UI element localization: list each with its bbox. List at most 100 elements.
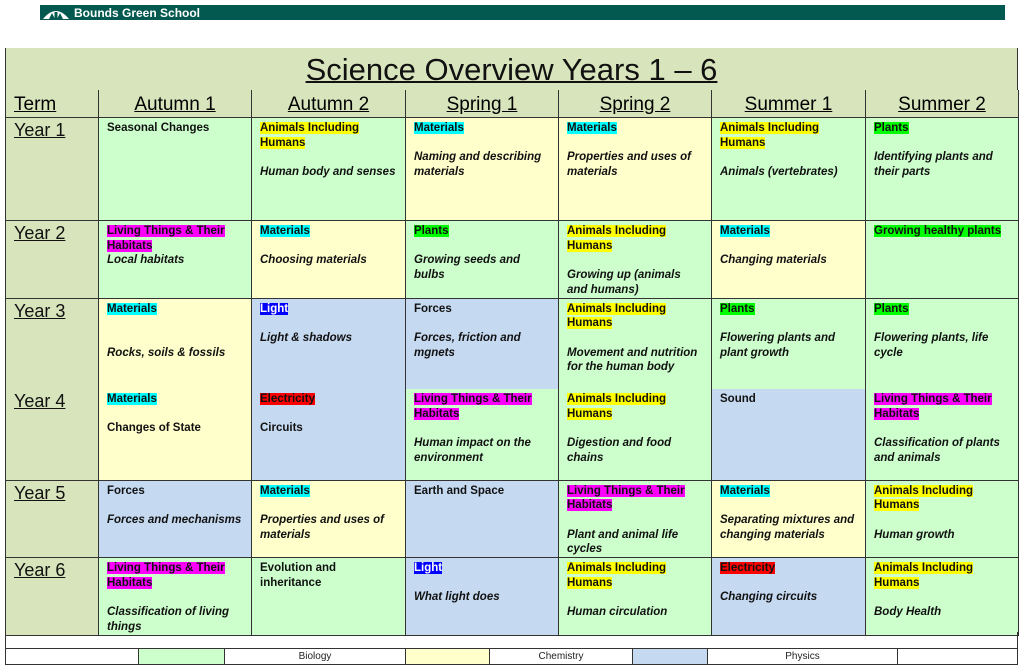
legend-swatch-chemistry [405,649,489,664]
topic-description: Properties and uses of materials [567,151,691,179]
term-cell: Year 3 [5,297,99,389]
page-title: Science Overview Years 1 – 6 [5,48,1018,90]
topic-cell: Forces Forces, friction and mgnets [405,297,559,389]
term-label: Year 2 [14,223,66,243]
topic-cell: Animals Including Humans Human circulatio… [558,557,712,636]
legend-empty [897,649,1018,664]
topic-description: Plant and animal life cycles [567,528,679,556]
topic-cell: Animals Including Humans Human body and s… [251,117,406,221]
topic-tag: Materials [260,484,310,497]
year-row: Year 2 Living Things & Their Habitats Loca… [5,220,1019,299]
term-label: Year 6 [14,560,66,580]
topic-description: Forces and mechanisms [107,513,242,526]
overview-grid: Term Autumn 1 Autumn 2 Spring 1 Spring 2 Summ… [5,90,1019,636]
topic-cell: Materials Separating mixtures and changin… [711,479,866,558]
topic-tag: Light [260,302,289,315]
topic-description: Flowering plants and plant growth [720,331,836,359]
column-header: Autumn 1 [98,90,252,118]
topic-cell: Living Things & Their Habitats Local habi… [98,220,252,299]
term-cell: Year 4 [5,389,99,481]
topic-cell: Materials Properties and uses of material… [251,479,406,558]
topic-description: Human body and senses [260,166,396,179]
topic-tag: Animals Including Humans [567,302,667,330]
topic-description: Changing circuits [720,591,818,604]
topic-cell: Materials Changing materials [711,220,866,299]
topic-cell: Electricity Changing circuits [711,557,866,636]
topic-description: Animals (vertebrates) [720,166,838,179]
column-header: Summer 1 [711,90,866,118]
column-header: Autumn 2 [251,90,406,118]
topic-tag: Animals Including Humans [260,122,360,149]
topic-title: Earth and Space [414,484,505,497]
topic-description: Human growth [874,528,955,541]
term-cell: Year 1 [5,117,99,221]
topic-cell: Materials Choosing materials [251,220,406,299]
topic-cell: Living Things & Their Habitats Human impa… [405,389,559,481]
topic-tag: Plants [874,122,909,134]
topic-tag: Plants [414,225,449,237]
year-row: Year 6 Living Things & Their Habitats Clas… [5,557,1019,636]
school-logo-icon [43,10,69,19]
topic-cell: Animals Including Humans Human growth [865,479,1019,558]
column-header: Spring 1 [405,90,559,118]
topic-cell: Evolution and inheritance [251,557,406,636]
topic-description: Properties and uses of materials [260,513,384,541]
year-row: Year 1 Seasonal Changes Animals Including … [5,117,1019,221]
topic-description: Identifying plants and their parts [874,151,993,179]
topic-description: Growing up (animals and humans) [567,269,681,296]
topic-tag: Living Things & Their Habitats [874,393,992,420]
topic-tag: Materials [720,225,770,237]
topic-cell: Living Things & Their Habitats Plant and … [558,479,712,558]
topic-tag: Materials [107,393,157,405]
topic-cell: Materials Properties and uses of material… [558,117,712,221]
term-label: Year 1 [14,120,66,140]
topic-tag: Electricity [260,393,315,405]
topic-tag: Animals Including Humans [567,562,667,589]
topic-cell: Animals Including Humans Digestion and fo… [558,389,712,481]
term-cell: Year 5 [5,479,99,558]
topic-title: Sound [720,393,756,405]
legend-swatch-physics [632,649,707,664]
topic-tag: Growing healthy plants [874,225,1002,237]
topic-description: Flowering plants, life cycle [874,331,989,359]
topic-description: Changing materials [720,254,827,267]
topic-description: Growing seeds and bulbs [414,254,521,282]
term-label: Year 5 [14,482,66,503]
topic-title: Evolution and inheritance [260,562,337,589]
term-label: Year 3 [14,300,66,321]
legend-label-chemistry: Chemistry [489,649,632,664]
topic-cell: Electricity Circuits [251,389,406,481]
topic-cell: Plants Identifying plants and their parts [865,117,1019,221]
topic-tag: Materials [567,122,617,134]
topic-tag: Materials [720,484,770,497]
science-overview-table: Science Overview Years 1 – 6 Term Autumn … [5,48,1019,636]
topic-cell: Earth and Space [405,479,559,558]
topic-description: Changes of State [107,422,201,435]
topic-tag: Animals Including Humans [720,122,820,149]
topic-tag: Materials [107,302,157,315]
column-header: Spring 2 [558,90,712,118]
legend-swatch-biology [138,649,224,664]
legend-empty [5,649,138,664]
topic-description: Classification of plants and animals [874,437,1000,464]
topic-description: Naming and describing materials [414,151,542,179]
topic-cell: Growing healthy plants [865,220,1019,299]
topic-tag: Animals Including Humans [567,225,667,252]
topic-cell: Light What light does [405,557,559,636]
topic-description: Forces, friction and mgnets [414,331,521,359]
topic-cell: Forces Forces and mechanisms [98,479,252,558]
topic-cell: Animals Including Humans Growing up (anim… [558,220,712,299]
topic-description: Classification of living things [107,606,230,633]
column-header: Summer 2 [865,90,1019,118]
topic-tag: Materials [414,122,464,134]
legend-spacer [5,632,1018,648]
topic-tag: Living Things & Their Habitats [567,484,685,512]
subject-legend: Biology Chemistry Physics [5,632,1018,665]
topic-cell: Animals Including Humans Movement and nut… [558,297,712,389]
topic-tag: Living Things & Their Habitats [107,225,225,252]
topic-cell: Plants Flowering plants, life cycle [865,297,1019,389]
topic-tag: Living Things & Their Habitats [107,562,225,589]
topic-tag: Materials [260,225,310,237]
topic-description: Human circulation [567,606,668,619]
topic-description: Movement and nutrition for the human bod… [567,346,698,374]
